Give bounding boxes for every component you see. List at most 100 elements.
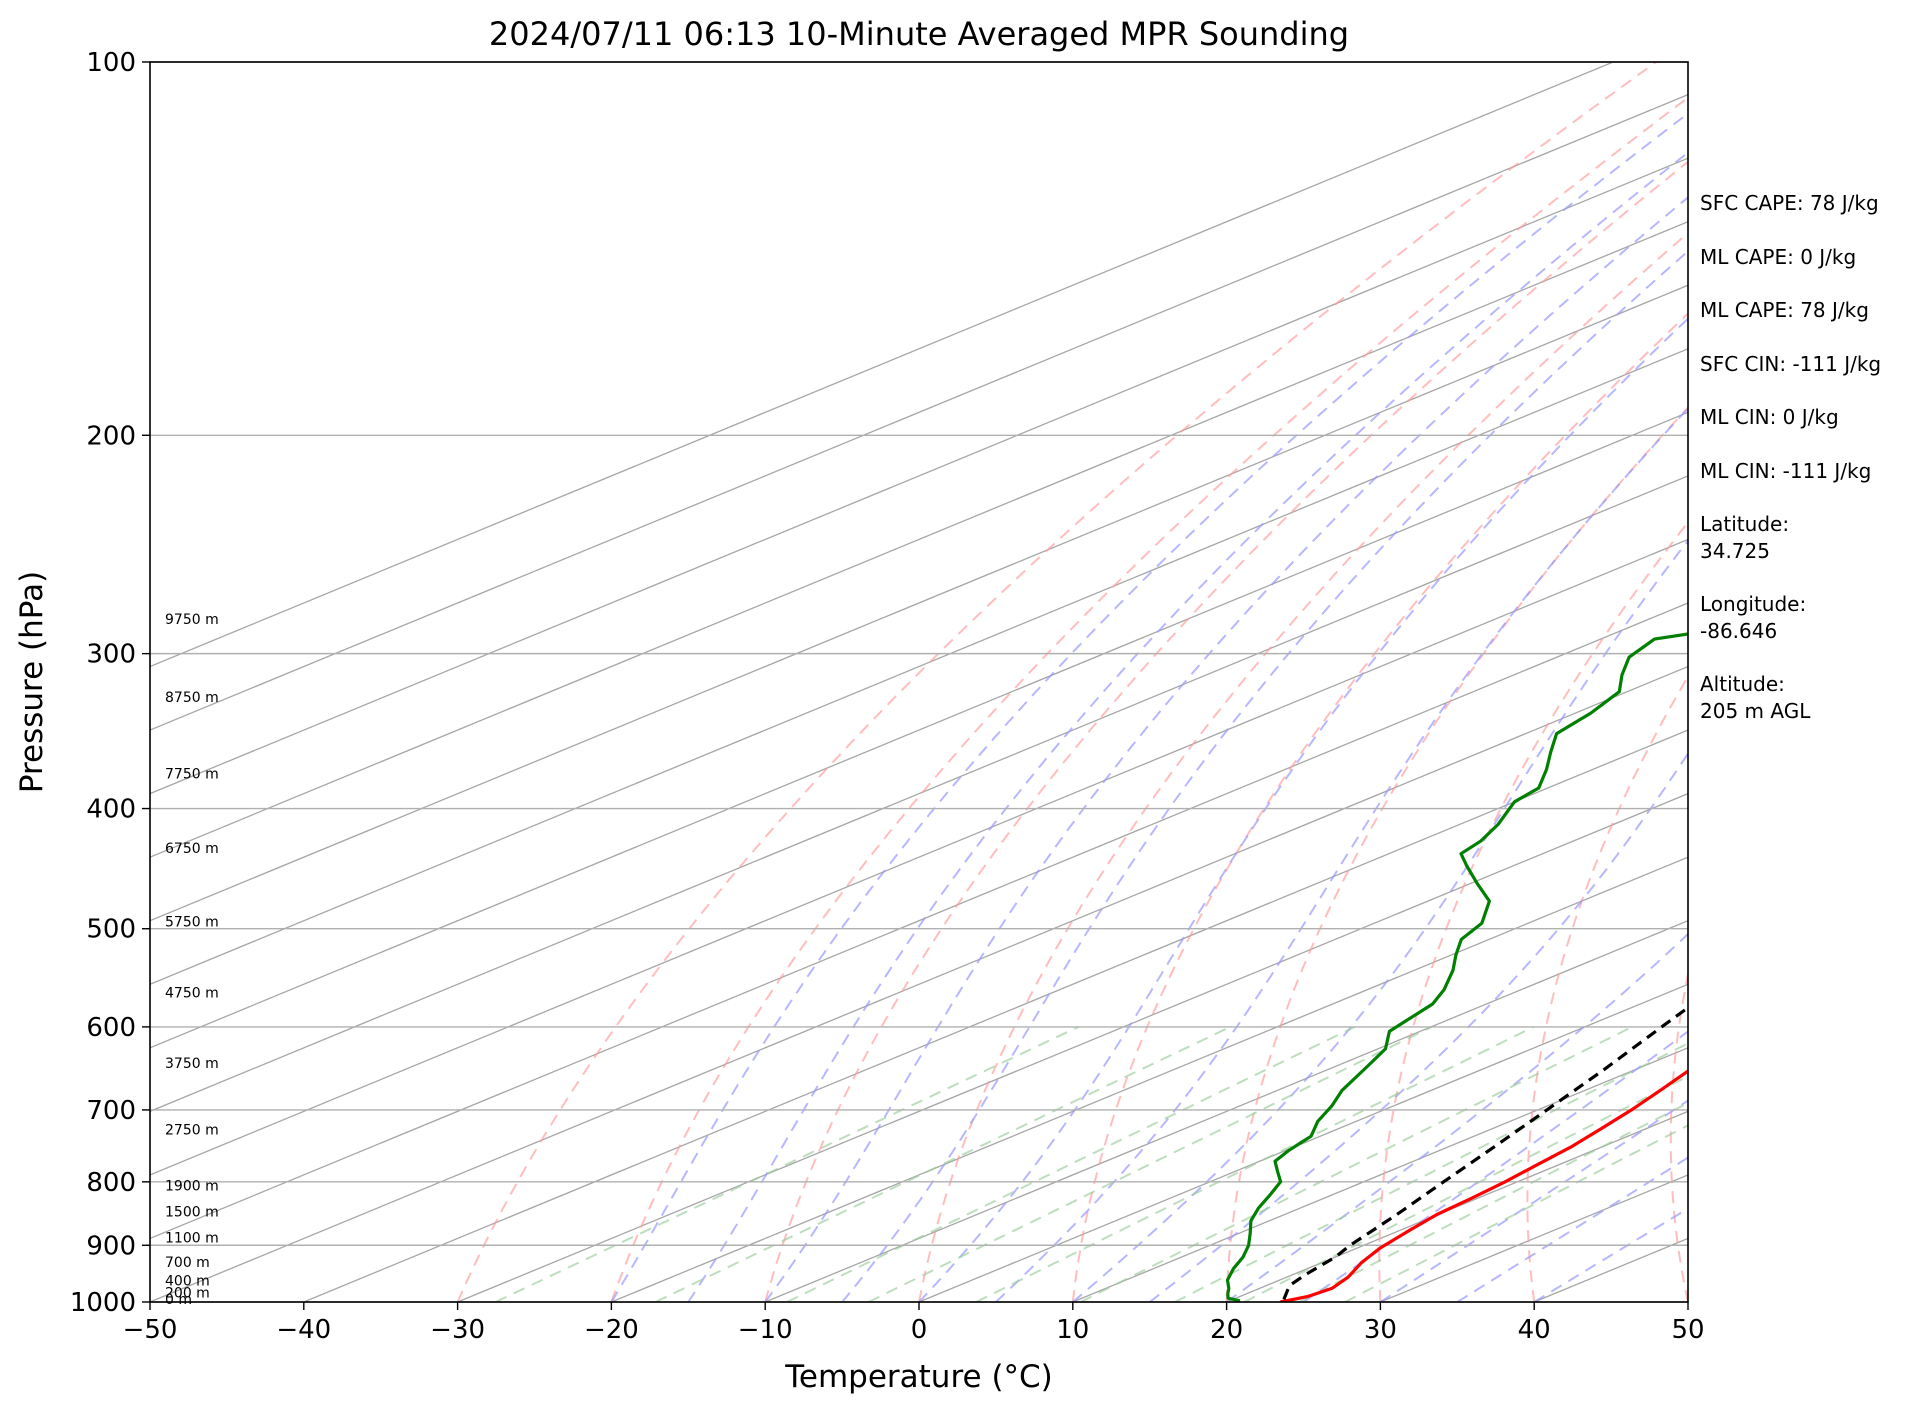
y-tick-label: 300	[86, 640, 136, 670]
isotherm-line	[150, 284, 1688, 922]
height-label: 700 m	[165, 1255, 210, 1271]
height-label: 1100 m	[165, 1230, 219, 1246]
mixing-ratio-line	[655, 1025, 1231, 1302]
altitude-value: 205 m AGL	[1700, 699, 1811, 723]
y-tick-label: 1000	[70, 1288, 136, 1318]
latitude-label: Latitude:	[1700, 512, 1789, 536]
y-tick-label: 400	[86, 795, 136, 825]
isotherm-line	[150, 475, 1688, 1113]
isotherm-line	[303, 729, 1688, 1302]
moist-adiabat-line	[995, 407, 1688, 1302]
temperature-profile	[1280, 1069, 1688, 1302]
isotherm-line	[150, 93, 1688, 731]
height-label: 200 m	[165, 1285, 210, 1301]
height-label: 7750 m	[165, 767, 219, 783]
dry-adiabat-line	[764, 160, 1688, 1302]
x-tick-label: 0	[911, 1315, 928, 1345]
data-series	[1225, 632, 1688, 1302]
isotherm-line	[457, 792, 1688, 1302]
y-tick-label: 500	[86, 915, 136, 945]
isotherm-line	[150, 348, 1688, 985]
ml-cin-text-2: ML CIN: -111 J/kg	[1700, 459, 1871, 483]
isotherm-line	[150, 538, 1688, 1176]
x-tick-label: 50	[1671, 1315, 1704, 1345]
x-tick-label: −10	[738, 1315, 793, 1345]
dry-adiabat-line	[918, 231, 1688, 1302]
x-axis-label: Temperature (°C)	[784, 1359, 1053, 1395]
moist-adiabat-line	[841, 249, 1688, 1302]
moist-adiabat-line	[764, 196, 1688, 1302]
moist-adiabat-line	[1149, 751, 1688, 1302]
isotherm-line	[918, 983, 1688, 1302]
height-label: 2750 m	[165, 1123, 219, 1139]
isotherm-line	[150, 411, 1688, 1049]
dry-adiabat-line	[1526, 674, 1688, 1302]
x-tick-label: 30	[1364, 1315, 1397, 1345]
dewpoint-profile	[1225, 632, 1688, 1302]
moist-adiabat-line	[918, 317, 1688, 1302]
moist-adiabat-line	[687, 151, 1688, 1302]
y-axis-ticks: 100 200 300 400 500 600 700 800 900 1000	[70, 48, 150, 1318]
height-label: 0 m	[165, 1292, 192, 1308]
isotherm-line	[150, 665, 1688, 1302]
longitude-value: -86.646	[1700, 619, 1777, 643]
moist-adiabat-line	[610, 112, 1688, 1302]
height-label: 3750 m	[165, 1056, 219, 1072]
y-tick-label: 900	[86, 1231, 136, 1261]
x-tick-label: 10	[1056, 1315, 1089, 1345]
isotherm-line	[150, 221, 1688, 858]
y-tick-label: 100	[86, 48, 136, 78]
y-tick-label: 600	[86, 1013, 136, 1043]
y-tick-label: 700	[86, 1096, 136, 1126]
ml-cape-text-2: ML CAPE: 78 J/kg	[1700, 298, 1869, 322]
dry-adiabat-line	[1225, 406, 1688, 1302]
x-axis-ticks: −50 −40 −30 −20 −10 0 10 20 30 40 50	[123, 1302, 1705, 1345]
isotherm-line	[1072, 1047, 1688, 1302]
isotherm-line	[611, 856, 1688, 1302]
indices-panel: SFC CAPE: 78 J/kg ML CAPE: 0 J/kg ML CAP…	[1700, 191, 1881, 723]
height-label: 8750 m	[165, 690, 219, 706]
moist-adiabat-line	[1226, 932, 1688, 1302]
y-axis-label: Pressure (hPa)	[14, 571, 50, 793]
mixing-ratio-line	[786, 1025, 1356, 1302]
moist-adiabat-line	[1072, 539, 1688, 1302]
sfc-cape-text: SFC CAPE: 78 J/kg	[1700, 191, 1879, 215]
ml-cin-text: ML CIN: 0 J/kg	[1700, 405, 1839, 429]
mixing-ratio-line	[868, 1026, 1433, 1302]
y-tick-label: 800	[86, 1168, 136, 1198]
x-tick-label: −40	[276, 1315, 331, 1345]
height-label: 6750 m	[165, 841, 219, 857]
y-tick-label: 200	[86, 421, 136, 451]
dry-adiabat-line	[1378, 520, 1688, 1302]
isotherm-line	[150, 602, 1688, 1240]
dry-adiabat-line	[610, 96, 1688, 1302]
chart-title: 2024/07/11 06:13 10-Minute Averaged MPR …	[489, 15, 1349, 53]
ml-cape-text: ML CAPE: 0 J/kg	[1700, 245, 1856, 269]
height-label: 9750 m	[165, 612, 219, 628]
dry-adiabat-line	[1071, 312, 1688, 1302]
x-tick-label: −30	[430, 1315, 485, 1345]
dry-adiabat-line	[1669, 969, 1688, 1302]
isotherm-line	[150, 157, 1688, 795]
parcel-profile	[1282, 1005, 1688, 1300]
background-lines	[150, 62, 1688, 1302]
height-label: 1500 m	[165, 1204, 219, 1220]
x-tick-label: −50	[123, 1315, 178, 1345]
height-label: 1900 m	[165, 1179, 219, 1195]
x-tick-label: 40	[1518, 1315, 1551, 1345]
height-label: 400 m	[165, 1273, 210, 1289]
isotherm-line	[764, 920, 1688, 1302]
isotherm-line	[150, 62, 1614, 668]
longitude-label: Longitude:	[1700, 592, 1806, 616]
altitude-label: Altitude:	[1700, 672, 1785, 696]
moist-adiabat-line	[1456, 1156, 1688, 1302]
moist-adiabat-line	[1533, 1207, 1688, 1302]
x-tick-label: 20	[1210, 1315, 1243, 1345]
height-label: 5750 m	[165, 914, 219, 930]
latitude-value: 34.725	[1700, 539, 1770, 563]
height-label: 4750 m	[165, 985, 219, 1001]
